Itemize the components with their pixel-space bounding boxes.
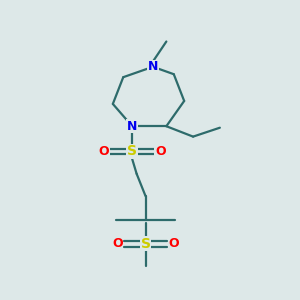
Text: S: S: [127, 145, 137, 158]
Text: S: S: [140, 237, 151, 250]
Text: O: O: [99, 145, 109, 158]
Text: O: O: [112, 237, 123, 250]
Text: O: O: [155, 145, 166, 158]
Text: N: N: [127, 120, 137, 133]
Text: N: N: [148, 60, 158, 73]
Text: O: O: [169, 237, 179, 250]
